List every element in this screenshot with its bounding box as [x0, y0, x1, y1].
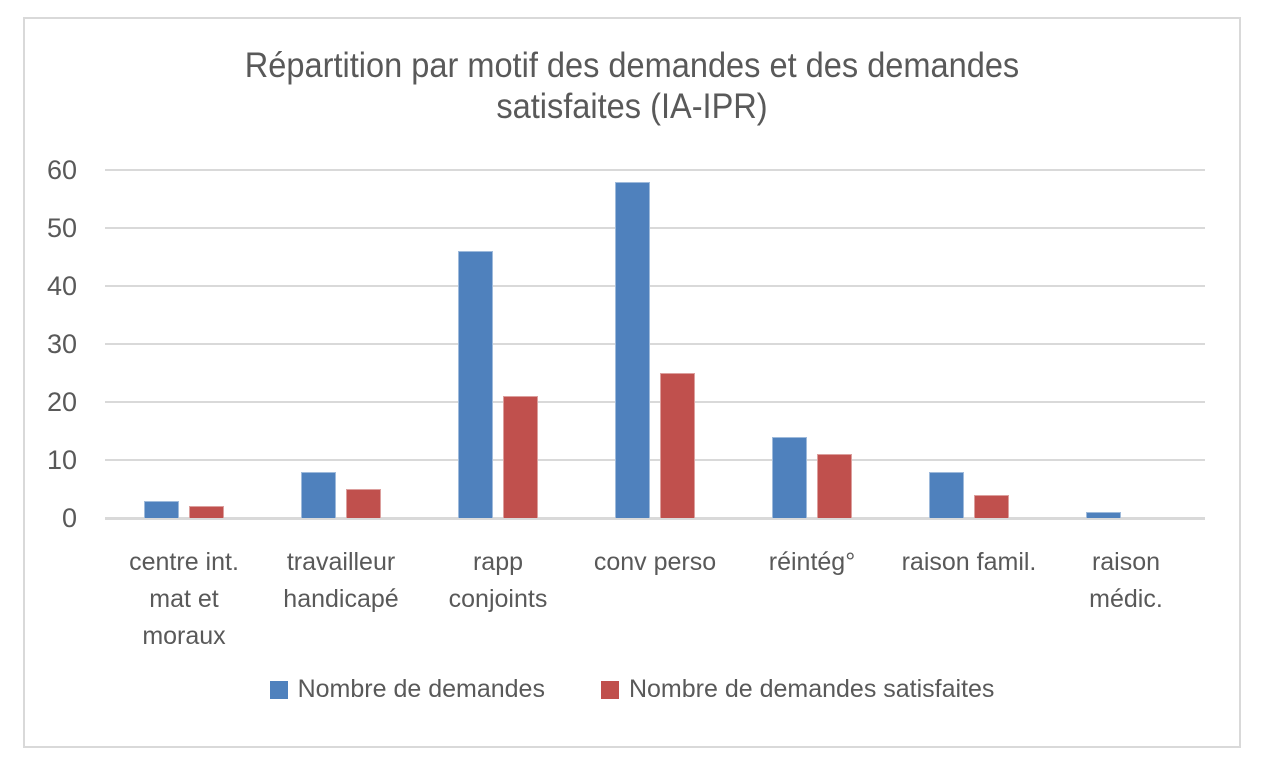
bar-demandes [301, 472, 336, 518]
y-axis-label: 20 [46, 387, 77, 417]
y-axis-label: 50 [46, 213, 77, 243]
gridline [105, 227, 1205, 229]
bar-demandes [458, 251, 493, 518]
chart-legend: Nombre de demandes Nombre de demandes sa… [25, 675, 1239, 704]
y-axis-label: 30 [46, 329, 77, 359]
bar-demandes [1086, 512, 1121, 518]
legend-swatch-satisfaites-icon [600, 680, 619, 699]
category-label: raison famil. [901, 548, 1037, 576]
gridline [105, 459, 1205, 461]
bar-satisfaites [346, 489, 381, 518]
y-axis-label: 60 [46, 155, 77, 185]
bar-satisfaites [974, 495, 1009, 518]
legend-swatch-demandes-icon [269, 680, 288, 699]
category-label: travailleur handicapé [283, 548, 399, 613]
legend-label-demandes: Nombre de demandes [297, 675, 545, 703]
x-axis-line [105, 517, 1205, 520]
category-label: réintég° [768, 548, 856, 576]
legend-item-satisfaites: Nombre de demandes satisfaites [600, 675, 995, 704]
category-label: raison médic. [1089, 548, 1163, 613]
gridline [105, 285, 1205, 287]
bar-satisfaites [503, 396, 538, 518]
category-label: centre int. mat et moraux [129, 548, 239, 650]
bar-demandes [615, 182, 650, 518]
y-axis-label: 10 [46, 445, 77, 475]
bar-demandes [929, 472, 964, 518]
gridline [105, 343, 1205, 345]
chart-title: Répartition par motif des demandes et de… [244, 46, 1020, 126]
bar-satisfaites [817, 454, 852, 518]
chart-frame: Répartition par motif des demandes et de… [23, 17, 1241, 748]
bar-demandes [772, 437, 807, 518]
legend-item-demandes: Nombre de demandes [269, 675, 545, 704]
bar-satisfaites [189, 506, 224, 518]
category-label: rapp conjoints [448, 548, 548, 613]
bar-demandes [144, 501, 179, 518]
y-axis-label: 40 [46, 271, 77, 301]
category-label: conv perso [593, 548, 717, 576]
gridline [105, 169, 1205, 171]
bar-satisfaites [660, 373, 695, 518]
y-axis-label: 0 [61, 503, 77, 533]
gridline [105, 401, 1205, 403]
legend-label-satisfaites: Nombre de demandes satisfaites [628, 675, 995, 703]
